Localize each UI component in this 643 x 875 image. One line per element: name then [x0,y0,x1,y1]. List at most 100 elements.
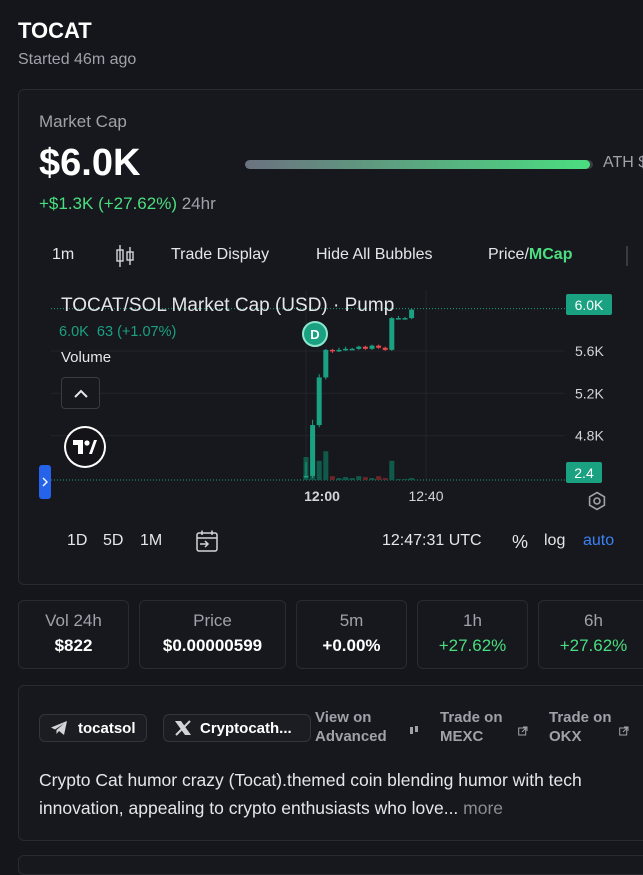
candle-body [303,475,309,478]
volume-bar [362,477,368,480]
auto-scale-button[interactable]: auto [583,532,615,549]
interval-button[interactable]: 1m [52,246,75,263]
chart-title: TOCAT/SOL Market Cap (USD) · Pump [61,295,395,316]
view-advanced-link[interactable]: View on Advanced [315,708,387,746]
stat-value: +27.62% [438,636,507,655]
chevron-up-icon [73,389,88,398]
token-started: Started 46m ago [18,51,137,68]
y-tick-label: 4.8K [575,428,604,444]
trade-mexc-link[interactable]: Trade on MEXC [440,708,503,746]
link-line: OKX [549,728,582,745]
chart-current-value: 6.0K [59,324,89,340]
stat-volume: Vol 24h $822 [18,600,129,669]
description-text: Crypto Cat humor crazy (Tocat).themed co… [39,770,582,818]
toolbar-divider [626,246,628,266]
x-logo-icon [175,720,191,736]
telegram-label: tocatsol [78,719,136,737]
link-line: Advanced [315,728,387,745]
tradingview-logo-icon[interactable] [64,426,106,468]
volume-bar [329,476,335,480]
price-chart[interactable]: 5.6K 5.2K 4.8K 12:00 12:40 [19,286,641,516]
volume-legend: Volume [61,349,112,366]
collapse-legend-button[interactable] [61,377,100,409]
hide-bubbles-button[interactable]: Hide All Bubbles [316,246,433,263]
volume-bar [382,478,388,480]
stat-value: $822 [54,636,93,655]
y-axis-labels: 5.6K 5.2K 4.8K [575,343,604,444]
trade-display-button[interactable]: Trade Display [171,246,270,263]
candle-body [323,349,329,378]
next-card [18,855,643,875]
stat-label: Vol 24h [45,611,102,630]
candle-body [382,347,388,350]
market-change-period: 24hr [181,194,216,213]
left-toolbar-toggle[interactable] [39,465,51,499]
goto-date-icon[interactable] [195,529,219,553]
description-more-link[interactable]: more [463,798,504,818]
market-card: Market Cap $6.0K ATH $ +$1.3K (+27.62%) … [18,89,643,585]
x-label: Cryptocath... [200,719,292,737]
range-1m[interactable]: 1M [140,532,163,549]
last-price-tag: 6.0K [566,294,612,315]
stat-price: Price $0.00000599 [139,600,286,669]
candle-body [376,345,382,348]
y-tick-label: 5.2K [575,385,604,401]
stat-1h[interactable]: 1h +27.62% [417,600,528,669]
token-description: Crypto Cat humor crazy (Tocat).themed co… [39,766,639,822]
x-link[interactable]: Cryptocath... [163,714,311,742]
candles [303,308,415,478]
candle-body [402,318,408,320]
volume-bar [336,478,342,480]
percent-scale-button[interactable]: % [512,532,529,552]
volume-bar [369,478,375,480]
stat-label: 5m [339,611,364,630]
ath-progress-bar [245,160,593,169]
volume-bar [349,478,355,480]
stat-6h[interactable]: 6h +27.62% [538,600,643,669]
x-tick-label: 12:40 [408,488,443,504]
candle-body [409,309,415,319]
stat-value: +0.00% [322,636,381,655]
link-line: View on [315,709,372,726]
candle-body [316,377,322,426]
trade-okx-link[interactable]: Trade on OKX [549,708,612,746]
mcap-toggle-label: MCap [528,246,573,263]
market-cap-label: Market Cap [39,112,127,131]
volume-bars [303,434,415,480]
chart-ohlc: 6.0K 63 (+1.07%) [59,324,176,340]
ath-label: ATH $ [603,154,643,171]
chart-grid [51,290,567,481]
candle-body [395,318,401,320]
dev-trade-marker[interactable]: D [302,321,328,347]
stat-5m[interactable]: 5m +0.00% [296,600,407,669]
market-change: +$1.3K (+27.62%) 24hr [39,194,216,214]
x-tick-label: 12:00 [304,488,340,504]
chart-delta: 63 (+1.07%) [96,324,177,340]
link-line: MEXC [440,728,484,745]
candlestick-icon[interactable] [114,243,136,269]
candle-body [349,348,355,351]
price-mcap-toggle[interactable]: Price/MCap [488,246,572,264]
chevron-right-icon [42,477,48,487]
price-toggle-label: Price/ [488,246,529,263]
volume-bar [316,460,322,480]
candle-body [389,318,395,350]
chart-clock: 12:47:31 UTC [382,532,482,549]
range-5d[interactable]: 5D [103,532,124,549]
log-scale-button[interactable]: log [544,532,566,549]
stat-label: 6h [584,611,603,630]
advanced-icon [409,722,419,740]
market-cap-value: $6.0K [39,142,141,184]
range-1d[interactable]: 1D [67,532,88,549]
candle-body [362,346,368,349]
telegram-link[interactable]: tocatsol [39,714,147,742]
link-line: Trade on [549,709,612,726]
volume-bar [376,476,382,480]
external-link-icon [518,723,528,741]
candle-body [356,346,362,349]
candle-body [343,348,349,351]
volume-bar [389,460,395,480]
candle-body [336,349,342,352]
telegram-icon [51,721,67,735]
chart-settings-icon[interactable] [587,491,607,511]
